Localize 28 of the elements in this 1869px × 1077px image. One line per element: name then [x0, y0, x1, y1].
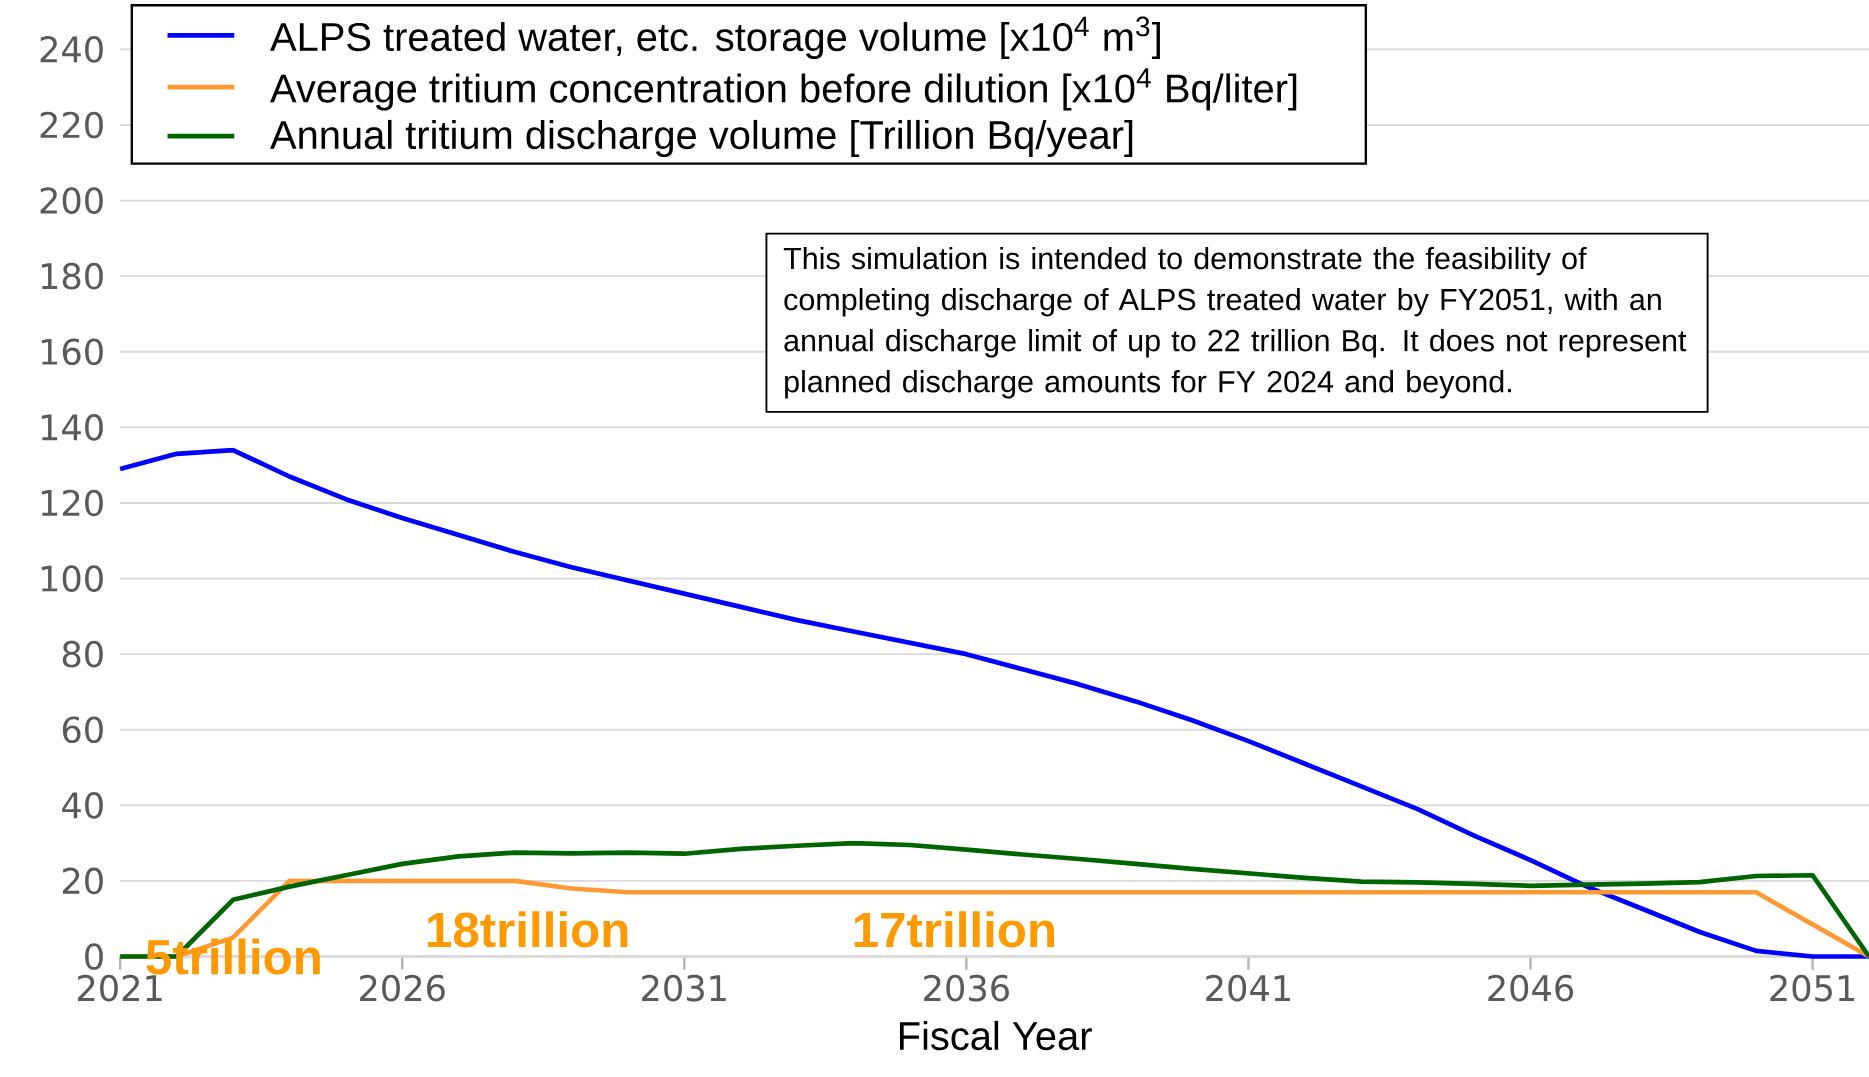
x-tick-label: 2051: [1770, 974, 1855, 1002]
x-tick-label: 2031: [642, 974, 726, 1002]
legend-label: Annual tritium discharge volume [Trillion Bq/year]: [270, 120, 1133, 158]
x-tick-label: 2041: [1206, 974, 1290, 1002]
y-tick-label: 220: [40, 111, 103, 139]
annotation: 18trillion: [428, 911, 628, 948]
y-tick-label: 140: [41, 414, 103, 441]
y-tick-label: 40: [62, 792, 103, 819]
y-tick-label: 200: [40, 187, 103, 215]
x-axis-title: Fiscal Year: [899, 1021, 1092, 1051]
y-tick-label: 60: [62, 716, 103, 744]
legend-label: Average tritium concentration before dilution [x10$^{4}$ Bq/liter]: [270, 68, 1297, 111]
annotation: 5trillion: [146, 938, 320, 975]
annotation: This simulation is intended to demonstrate the feasibility of completing discharge of ALPS treated water by FY2051, with an annual discharge limit of up to 22 trillion Bq. It does not represent planned discharge amounts for FY 2024 and beyond.: [783, 247, 1687, 399]
y-tick-label: 80: [62, 640, 103, 668]
y-tick-label: 0: [85, 943, 103, 971]
y-tick-label: 160: [41, 338, 103, 366]
x-tick-label: 2046: [1488, 974, 1574, 1002]
legend-label: ALPS treated water, etc. storage volume [x10$^{4}$ m$^{3}$]: [270, 16, 1160, 60]
y-tick-label: 180: [41, 263, 103, 290]
y-tick-label: 20: [62, 867, 103, 895]
y-tick-label: 240: [40, 36, 103, 63]
annotation: 17trillion: [854, 911, 1054, 948]
y-tick-label: 100: [41, 565, 103, 593]
x-tick-label: 2021: [77, 974, 162, 1002]
y-tick-label: 120: [41, 489, 103, 517]
x-tick-label: 2026: [360, 974, 445, 1002]
x-tick-label: 2036: [924, 974, 1009, 1002]
